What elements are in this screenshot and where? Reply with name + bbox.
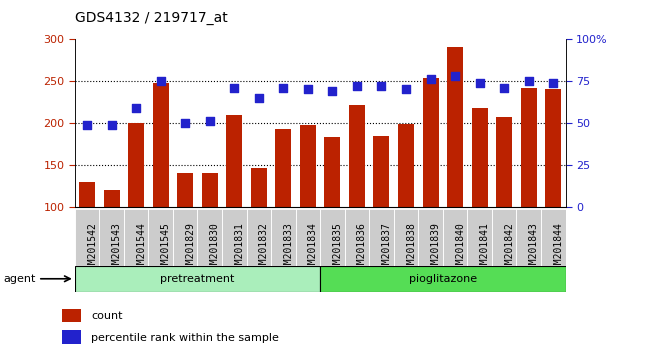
Bar <box>447 47 463 291</box>
Point <box>155 78 166 84</box>
Text: GSM201829: GSM201829 <box>185 222 195 275</box>
Text: GSM201835: GSM201835 <box>332 222 343 275</box>
Bar <box>521 88 537 291</box>
Text: GSM201841: GSM201841 <box>480 222 489 275</box>
Point <box>82 122 92 127</box>
Text: GSM201839: GSM201839 <box>430 222 441 275</box>
Bar <box>374 137 389 291</box>
Bar <box>62 309 81 322</box>
Point <box>229 85 239 91</box>
Bar <box>99 209 124 289</box>
Point <box>376 83 387 89</box>
Point <box>107 122 117 127</box>
Point <box>180 120 190 126</box>
Point <box>205 119 215 124</box>
Text: percentile rank within the sample: percentile rank within the sample <box>91 332 279 343</box>
Bar <box>545 88 561 291</box>
Bar <box>349 105 365 291</box>
Text: GSM201833: GSM201833 <box>283 222 293 275</box>
Bar <box>202 173 218 291</box>
Bar <box>369 209 394 289</box>
Bar <box>62 330 81 343</box>
Point <box>401 87 411 92</box>
Bar <box>300 125 316 291</box>
Bar <box>271 209 296 289</box>
Bar <box>541 209 566 289</box>
Text: GSM201842: GSM201842 <box>504 222 514 275</box>
Point <box>474 80 485 86</box>
Text: GSM201544: GSM201544 <box>136 222 146 275</box>
Bar <box>398 124 414 291</box>
Text: GSM201545: GSM201545 <box>161 222 171 275</box>
Bar <box>177 173 193 291</box>
Point <box>499 85 510 91</box>
Bar <box>246 209 271 289</box>
Text: GSM201834: GSM201834 <box>308 222 318 275</box>
Bar <box>103 190 120 291</box>
Bar <box>394 209 419 289</box>
Bar <box>251 167 266 291</box>
Bar <box>422 79 439 291</box>
Bar <box>148 209 173 289</box>
Point <box>523 78 534 84</box>
Text: count: count <box>91 311 122 321</box>
Text: GSM201838: GSM201838 <box>406 222 416 275</box>
Text: agent: agent <box>3 274 36 284</box>
Point <box>425 76 436 82</box>
Bar <box>320 209 345 289</box>
Point <box>352 83 362 89</box>
Bar <box>443 209 467 289</box>
Bar <box>198 209 222 289</box>
Bar <box>226 115 242 291</box>
Bar <box>75 266 320 292</box>
Text: GSM201840: GSM201840 <box>455 222 465 275</box>
Text: GSM201836: GSM201836 <box>357 222 367 275</box>
Text: GSM201832: GSM201832 <box>259 222 269 275</box>
Bar <box>222 209 246 289</box>
Bar <box>153 84 168 291</box>
Bar <box>344 209 369 289</box>
Bar <box>79 182 95 291</box>
Bar <box>296 209 320 289</box>
Bar <box>276 129 291 291</box>
Point <box>254 95 264 101</box>
Bar <box>324 137 341 291</box>
Text: GSM201831: GSM201831 <box>234 222 244 275</box>
Point <box>450 73 460 79</box>
Bar <box>467 209 492 289</box>
Point <box>131 105 141 111</box>
Point <box>548 80 558 86</box>
Text: pioglitazone: pioglitazone <box>409 274 477 284</box>
Bar <box>124 209 148 289</box>
Bar <box>516 209 541 289</box>
Text: GSM201543: GSM201543 <box>112 222 122 275</box>
Bar <box>173 209 198 289</box>
Point <box>303 87 313 92</box>
Bar <box>472 108 488 291</box>
Bar <box>320 266 566 292</box>
Bar <box>75 209 99 289</box>
Text: GSM201844: GSM201844 <box>553 222 564 275</box>
Bar <box>128 123 144 291</box>
Point <box>327 88 337 94</box>
Bar <box>419 209 443 289</box>
Text: GDS4132 / 219717_at: GDS4132 / 219717_at <box>75 11 228 25</box>
Bar <box>496 117 512 291</box>
Text: GSM201542: GSM201542 <box>87 222 97 275</box>
Bar <box>492 209 517 289</box>
Text: pretreatment: pretreatment <box>161 274 235 284</box>
Point <box>278 85 289 91</box>
Text: GSM201837: GSM201837 <box>382 222 391 275</box>
Text: GSM201830: GSM201830 <box>210 222 220 275</box>
Text: GSM201843: GSM201843 <box>528 222 539 275</box>
